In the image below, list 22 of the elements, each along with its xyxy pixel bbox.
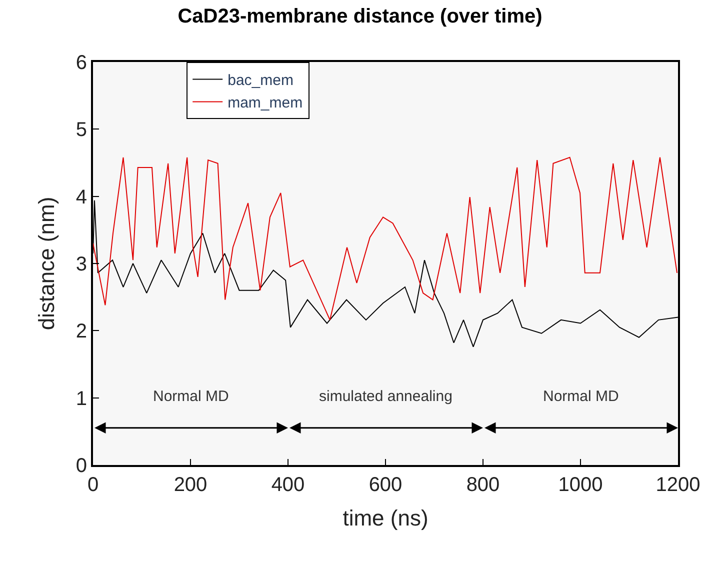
chart-title: CaD23-membrane distance (over time) — [178, 6, 542, 28]
y-tick-label: 0 — [76, 455, 87, 477]
band-label: simulated annealing — [319, 388, 452, 405]
line-series — [93, 156, 678, 320]
x-tick-label: 1200 — [656, 474, 700, 496]
y-tick-label: 2 — [76, 320, 87, 343]
x-tick-label: 1000 — [558, 474, 603, 496]
y-tick-label: 3 — [76, 254, 87, 276]
legend-label: mam_mem — [228, 94, 303, 112]
x-tick-label: 200 — [174, 474, 208, 496]
y-tick-label: 6 — [76, 52, 87, 74]
legend-label: bac_mem — [228, 72, 294, 90]
x-tick-label: 800 — [466, 474, 500, 496]
band-label: Normal MD — [543, 388, 619, 405]
y-axis-title: distance (nm) — [34, 196, 60, 330]
x-tick-label: 600 — [368, 474, 402, 496]
y-tick-label: 4 — [76, 186, 87, 208]
y-tick-label: 1 — [76, 388, 87, 410]
y-tick-label: 5 — [76, 119, 87, 142]
band-label: Normal MD — [153, 388, 229, 405]
x-axis-title: time (ns) — [342, 505, 428, 530]
x-tick-label: 400 — [271, 474, 305, 496]
